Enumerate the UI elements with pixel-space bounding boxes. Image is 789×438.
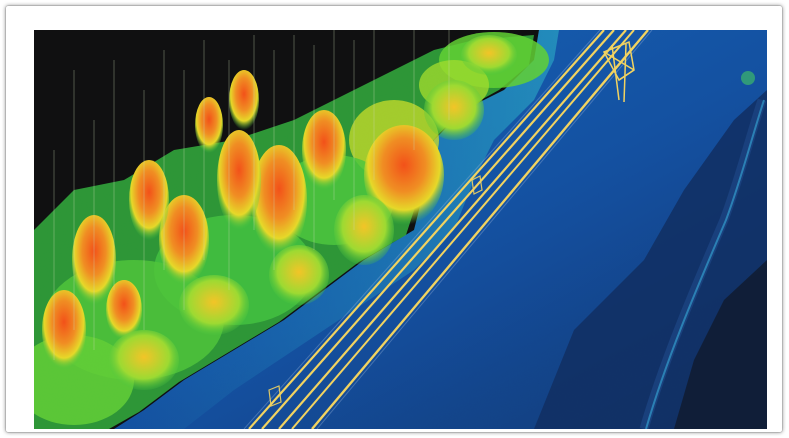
lidar-scene <box>34 30 767 429</box>
image-frame <box>6 6 782 432</box>
lidar-point-cloud-image <box>34 30 767 429</box>
point-grain <box>34 30 767 429</box>
